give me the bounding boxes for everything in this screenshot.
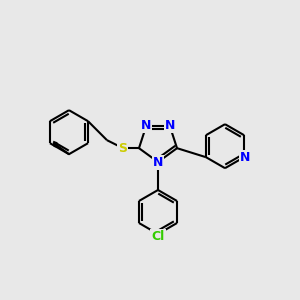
Text: N: N bbox=[240, 151, 250, 164]
Text: N: N bbox=[153, 155, 163, 169]
Text: N: N bbox=[165, 119, 175, 132]
Text: Cl: Cl bbox=[152, 230, 165, 242]
Text: S: S bbox=[118, 142, 127, 155]
Text: N: N bbox=[141, 119, 152, 132]
